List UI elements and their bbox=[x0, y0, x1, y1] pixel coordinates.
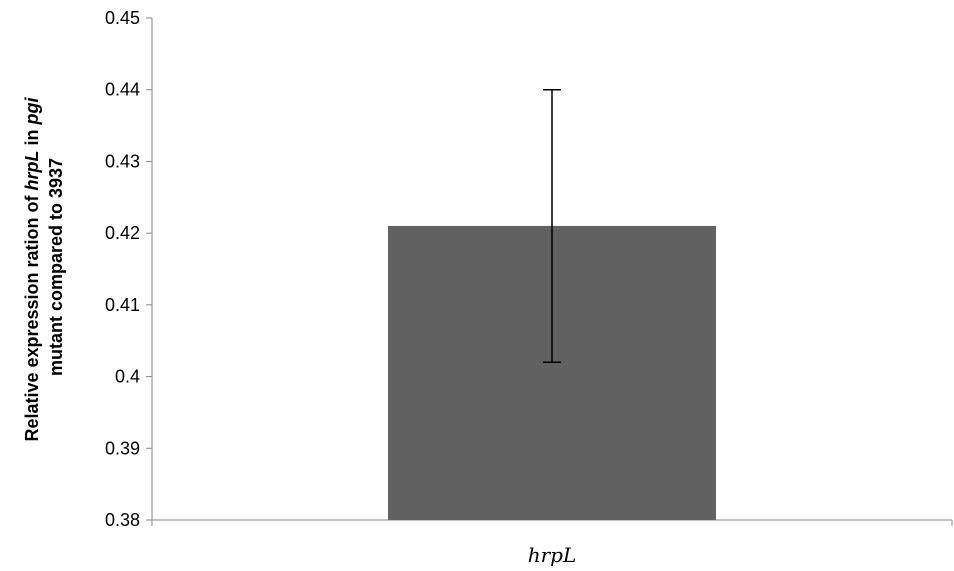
y-tick-label: 0.41 bbox=[105, 295, 140, 315]
x-axis bbox=[151, 519, 953, 526]
category-labels: hrpL bbox=[528, 543, 577, 567]
category-label: hrpL bbox=[528, 543, 577, 567]
error-bars bbox=[543, 88, 561, 363]
y-tick-label: 0.39 bbox=[105, 438, 140, 458]
y-axis-label-line1: Relative expression ration of hrpL in pg… bbox=[22, 96, 42, 441]
y-tick-label: 0.45 bbox=[105, 8, 140, 28]
y-tick-label: 0.44 bbox=[105, 80, 140, 100]
y-tick-label: 0.42 bbox=[105, 223, 140, 243]
y-tick-label: 0.38 bbox=[105, 510, 140, 530]
y-axis-label: Relative expression ration of hrpL in pg… bbox=[22, 92, 66, 441]
y-axis-label-line2: mutant compared to 3937 bbox=[46, 158, 66, 376]
y-axis: 0.38 0.39 0.4 0.41 0.42 0.43 0.44 0.45 bbox=[105, 8, 153, 530]
y-tick-label: 0.4 bbox=[115, 367, 140, 387]
y-axis-label-part: hrpL bbox=[22, 150, 42, 190]
y-tick-label: 0.43 bbox=[105, 151, 140, 171]
y-axis-label-part: Relative expression ration of bbox=[22, 190, 42, 441]
y-axis-label-part: pgi bbox=[22, 96, 42, 125]
y-axis-label-part: in bbox=[22, 124, 42, 150]
